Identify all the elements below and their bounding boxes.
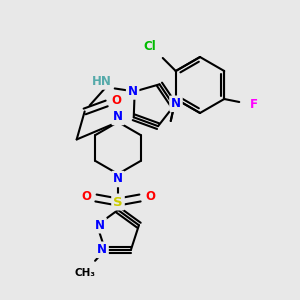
Text: N: N (113, 172, 123, 185)
Text: S: S (113, 196, 123, 208)
Text: N: N (171, 97, 181, 110)
Text: O: O (145, 190, 155, 202)
Text: N: N (128, 85, 138, 98)
Text: CH₃: CH₃ (75, 268, 96, 278)
Text: Cl: Cl (143, 40, 156, 53)
Text: N: N (97, 243, 107, 256)
Text: HN: HN (92, 75, 112, 88)
Text: N: N (95, 219, 105, 232)
Text: N: N (113, 110, 123, 124)
Text: O: O (112, 94, 122, 107)
Text: F: F (250, 98, 258, 110)
Text: O: O (81, 190, 91, 202)
